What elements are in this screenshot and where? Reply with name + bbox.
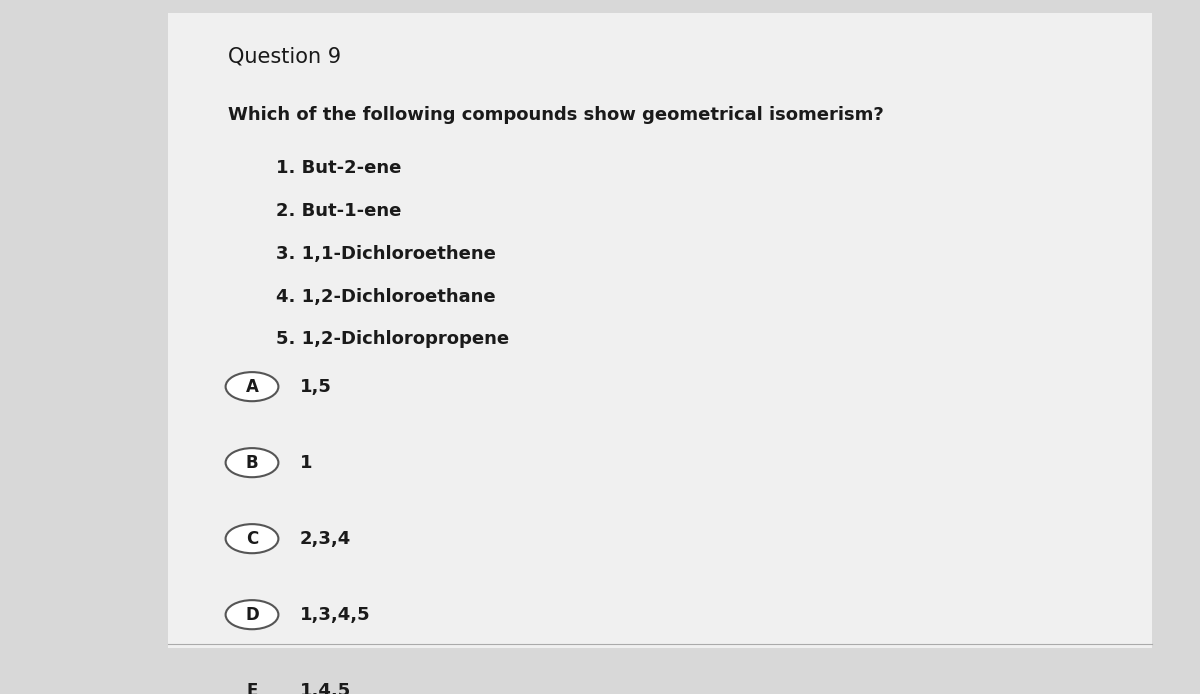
Text: 2. But-1-ene: 2. But-1-ene	[276, 201, 401, 219]
Circle shape	[226, 372, 278, 401]
Text: 1,5: 1,5	[300, 378, 332, 396]
Text: A: A	[246, 378, 258, 396]
Text: 1: 1	[300, 454, 312, 472]
FancyBboxPatch shape	[168, 13, 1152, 648]
Text: 1,4,5: 1,4,5	[300, 682, 352, 694]
Text: 1. But-2-ene: 1. But-2-ene	[276, 159, 401, 177]
Text: B: B	[246, 454, 258, 472]
Text: 2,3,4: 2,3,4	[300, 530, 352, 548]
Text: D: D	[245, 606, 259, 624]
Text: E: E	[246, 682, 258, 694]
Text: 5. 1,2-Dichloropropene: 5. 1,2-Dichloropropene	[276, 330, 509, 348]
Text: Question 9: Question 9	[228, 46, 341, 66]
Circle shape	[226, 448, 278, 477]
Text: C: C	[246, 530, 258, 548]
Text: Which of the following compounds show geometrical isomerism?: Which of the following compounds show ge…	[228, 105, 883, 124]
Circle shape	[226, 524, 278, 553]
Circle shape	[226, 600, 278, 629]
Circle shape	[226, 676, 278, 694]
Text: 4. 1,2-Dichloroethane: 4. 1,2-Dichloroethane	[276, 287, 496, 305]
Text: 3. 1,1-Dichloroethene: 3. 1,1-Dichloroethene	[276, 244, 496, 262]
Text: 1,3,4,5: 1,3,4,5	[300, 606, 371, 624]
